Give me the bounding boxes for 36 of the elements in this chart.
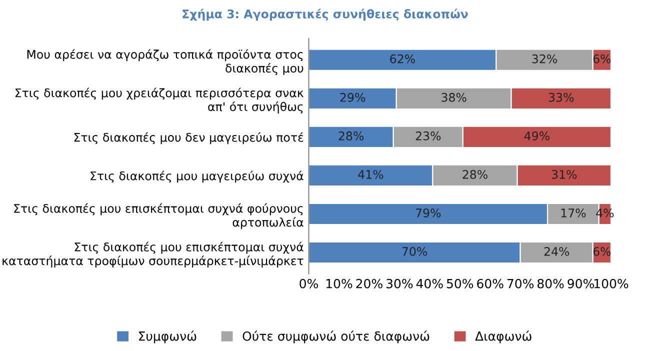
x-tick-label: 30%: [386, 278, 413, 288]
data-label: 38%: [442, 92, 466, 102]
data-label: 24%: [544, 246, 570, 256]
data-label: 29%: [340, 92, 366, 102]
x-tick-label: 50%: [446, 278, 474, 288]
legend-label: Συμφωνώ: [139, 330, 196, 344]
x-tick-label: 60%: [477, 278, 504, 288]
y-tick-label: Στις διακοπές μου επισκέπτομαι συχνά καταστήματα τροφίμων σουπερμάρκετ-μίνιμάρκετ: [2, 242, 304, 268]
data-label: 49%: [524, 131, 550, 140]
legend-label: Διαφωνώ: [475, 330, 532, 344]
y-tick-label: Στις διακοπές μου δεν μαγειρεύω ποτέ: [74, 132, 304, 144]
data-label: 33%: [548, 92, 574, 102]
data-label: 70%: [402, 246, 428, 256]
x-tick-label: 40%: [416, 278, 443, 288]
data-label: 28%: [338, 131, 364, 140]
data-label: 31%: [552, 170, 577, 179]
data-label: 17%: [561, 208, 586, 218]
data-label: 41%: [358, 170, 384, 179]
x-tick-label: 80%: [538, 278, 564, 288]
y-tick-label: Στις διακοπές μου μαγειρεύω συχνά: [90, 170, 304, 183]
x-tick-label: 0%: [300, 278, 318, 288]
x-tick-label: 20%: [356, 278, 382, 288]
x-tick-label: 100%: [594, 278, 628, 288]
data-label: 23%: [416, 131, 441, 140]
y-tick-label: Μου αρέσει να αγοράζω τοπικά προϊόντα στος διακοπές μου: [27, 49, 304, 75]
data-label: 62%: [390, 54, 415, 64]
x-tick-label: 70%: [507, 278, 534, 288]
chart-title: Σχήμα 3: Αγοραστικές συνήθειες διακοπών: [182, 8, 468, 21]
x-tick-label: 10%: [326, 278, 352, 288]
y-tick-label: Στις διακοπές μου χρειάζομαι περισσότερα σνακ απ' ότι συνήθως: [15, 88, 304, 114]
legend-label: Ούτε συμφωνώ ούτε διαφωνώ: [242, 330, 430, 344]
data-label: 32%: [532, 54, 557, 64]
x-tick-label: 90%: [568, 278, 594, 288]
data-label: 79%: [416, 208, 441, 218]
y-tick-label: Στις διακοπές μου επισκέπτομαι συχνά φούρνους αρτοπωλεία: [14, 203, 304, 229]
data-label: 28%: [462, 170, 488, 179]
